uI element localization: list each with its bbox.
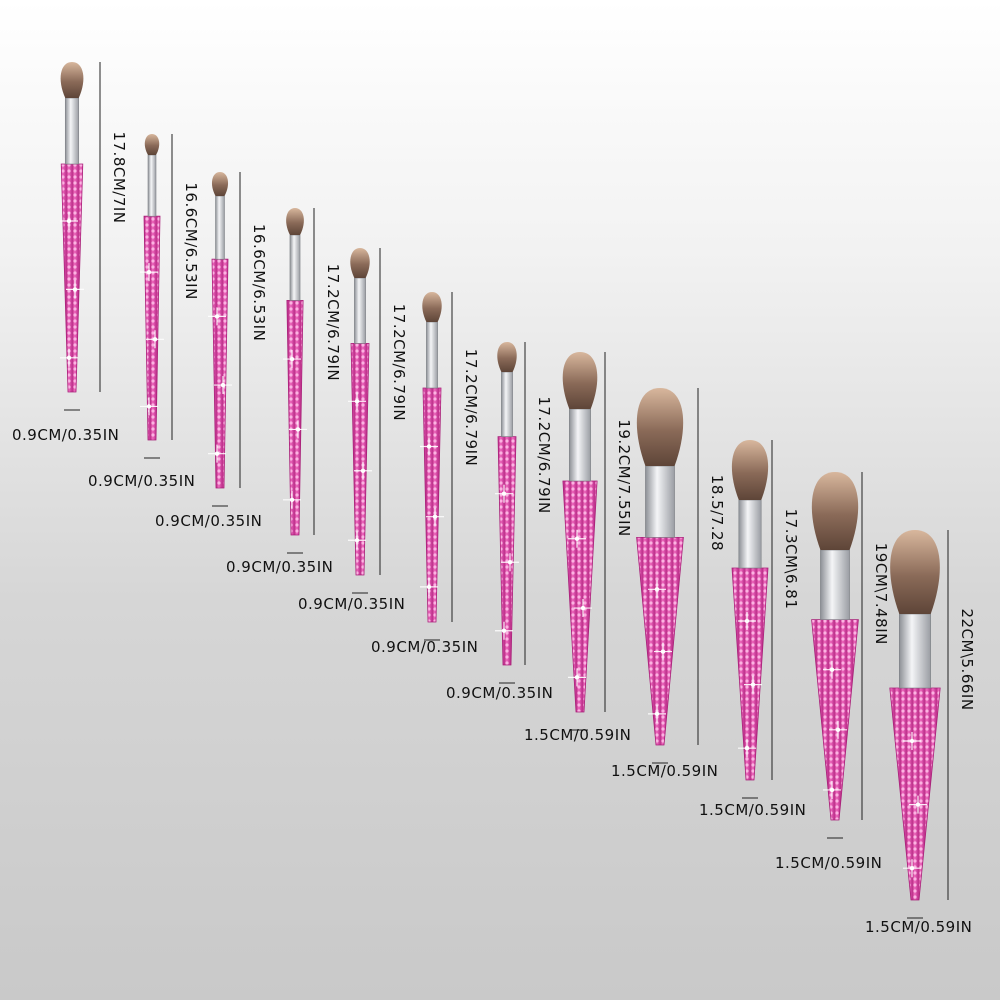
length-label: 17.2CM/6.79IN <box>462 349 480 466</box>
brush-ferrule <box>215 195 225 260</box>
brush-ferrule <box>738 499 762 569</box>
sparkle-icon <box>495 621 513 640</box>
brush-7 <box>495 342 519 666</box>
sparkle-icon <box>654 642 672 661</box>
length-label: 22CM\5.66IN <box>958 608 976 710</box>
sparkle-icon <box>140 263 158 282</box>
brush-ferrule <box>820 549 850 620</box>
length-label: 17.2CM/6.79IN <box>390 304 408 421</box>
width-label: 0.9CM/0.35IN <box>446 684 553 702</box>
brush-3 <box>208 172 232 489</box>
brush-ferrule <box>354 277 366 344</box>
brush-12 <box>889 530 941 901</box>
sparkle-icon <box>146 330 164 349</box>
sparkle-icon <box>140 397 158 416</box>
sparkle-icon <box>214 376 232 395</box>
length-label: 19CM\7.48IN <box>872 543 890 645</box>
sparkle-icon <box>648 580 666 599</box>
width-label: 1.5CM/0.59IN <box>524 726 631 744</box>
sparkle-icon <box>348 392 366 411</box>
sparkle-icon <box>738 612 756 630</box>
sparkle-icon <box>66 280 84 299</box>
length-label: 17.8CM/7IN <box>110 131 128 223</box>
sparkle-icon <box>283 350 301 369</box>
brush-bristles <box>731 440 769 500</box>
length-label: 17.2CM/6.79IN <box>324 264 342 381</box>
sparkle-icon <box>60 212 78 230</box>
brush-ferrule <box>64 97 80 165</box>
width-label: 1.5CM/0.59IN <box>611 762 718 780</box>
brush-1 <box>60 62 84 393</box>
brush-8 <box>562 352 598 713</box>
sparkle-icon <box>903 732 921 750</box>
width-label: 1.5CM/0.59IN <box>699 801 806 819</box>
sparkle-icon <box>738 739 756 758</box>
sparkle-icon <box>648 704 666 723</box>
brush-bristles <box>350 248 370 278</box>
sparkle-icon <box>354 461 372 480</box>
brush-11 <box>811 472 859 821</box>
sparkle-icon <box>426 507 444 526</box>
width-label: 1.5CM/0.59IN <box>865 918 972 936</box>
brush-ferrule <box>147 154 157 217</box>
brush-ferrule <box>569 408 591 482</box>
sparkle-icon <box>744 675 762 694</box>
brush-bristles <box>286 208 304 235</box>
brush-bristles <box>211 172 229 196</box>
length-label: 19.2CM/7.55IN <box>615 419 633 536</box>
sparkle-icon <box>208 444 226 463</box>
brush-6 <box>420 292 444 623</box>
sparkle-icon <box>909 795 927 814</box>
sparkle-icon <box>348 531 366 550</box>
length-label: 17.2CM/6.79IN <box>535 396 553 513</box>
sparkle-icon <box>420 577 438 596</box>
brush-ferrule <box>426 321 438 389</box>
brush-bristles <box>144 134 160 155</box>
brush-bristles <box>890 530 940 614</box>
sparkle-icon <box>823 780 841 799</box>
width-label: 0.9CM/0.35IN <box>88 472 195 490</box>
length-label: 16.6CM/6.53IN <box>250 224 268 341</box>
width-label: 1.5CM/0.59IN <box>775 854 882 872</box>
sparkle-icon <box>903 859 921 878</box>
brush-9 <box>636 388 684 746</box>
brush-bristles <box>811 472 859 550</box>
sparkle-icon <box>289 420 307 439</box>
sparkle-icon <box>823 660 841 679</box>
brush-ferrule <box>645 465 675 538</box>
width-label: 0.9CM/0.35IN <box>298 595 405 613</box>
length-label: 16.6CM/6.53IN <box>182 182 200 299</box>
sparkle-icon <box>495 484 513 503</box>
brush-4 <box>283 208 307 536</box>
brush-10 <box>731 440 769 781</box>
sparkle-icon <box>501 553 519 572</box>
sparkle-icon <box>574 599 592 618</box>
sparkle-icon <box>829 720 847 739</box>
width-label: 0.9CM/0.35IN <box>226 558 333 576</box>
sparkle-icon <box>420 437 438 456</box>
brush-ferrule <box>289 234 301 301</box>
sparkle-icon <box>568 529 586 548</box>
sparkle-icon <box>283 490 301 509</box>
width-label: 0.9CM/0.35IN <box>155 512 262 530</box>
sparkle-icon <box>208 307 226 326</box>
length-label: 17.3CM\6.81 <box>782 509 800 610</box>
brush-ferrule <box>501 371 513 437</box>
brush-ferrule <box>899 613 931 689</box>
length-label: 18.5/7.28 <box>708 475 726 551</box>
brush-bristles <box>562 352 598 409</box>
width-label: 0.9CM/0.35IN <box>12 426 119 444</box>
brush-bristles <box>636 388 684 466</box>
brush-2 <box>140 134 164 441</box>
brush-5 <box>348 248 372 576</box>
brush-bristles <box>60 62 84 98</box>
brush-bristles <box>497 342 517 372</box>
sparkle-icon <box>568 668 586 687</box>
width-label: 0.9CM/0.35IN <box>371 638 478 656</box>
sparkle-icon <box>60 348 78 367</box>
brush-bristles <box>422 292 442 322</box>
